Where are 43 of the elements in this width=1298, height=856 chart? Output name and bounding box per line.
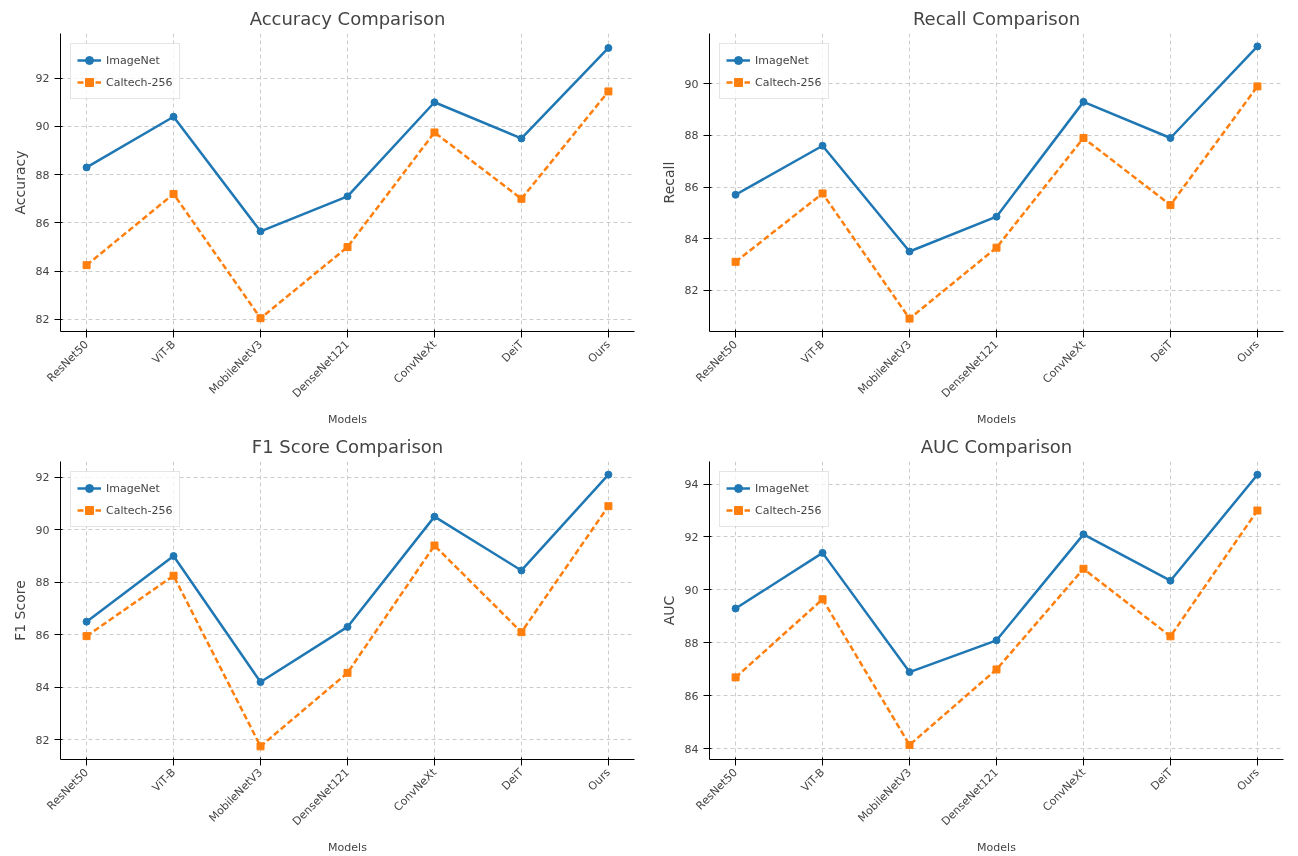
y-tick-label: 88: [684, 129, 699, 143]
y-tick-label: 84: [35, 681, 50, 695]
y-tick-label: 94: [684, 478, 699, 492]
legend-label: Caltech-256: [755, 503, 822, 517]
x-axis-title: Models: [977, 840, 1017, 854]
legend-label: Caltech-256: [755, 75, 822, 89]
y-axis-title: Recall: [660, 161, 677, 204]
legend-label: ImageNet: [106, 53, 160, 67]
legend-label: ImageNet: [755, 53, 809, 67]
legend-label: ImageNet: [755, 481, 809, 495]
chart-title: Accuracy Comparison: [249, 7, 446, 29]
x-axis-title: Models: [328, 840, 368, 854]
y-tick-label: 84: [35, 265, 50, 279]
chart-title: F1 Score Comparison: [251, 435, 444, 457]
x-axis-title: Models: [328, 412, 368, 426]
y-tick-label: 90: [684, 77, 699, 91]
y-tick-label: 82: [35, 313, 50, 327]
legend-label: Caltech-256: [106, 503, 173, 517]
y-tick-label: 90: [684, 583, 699, 597]
x-axis-title: Models: [977, 412, 1017, 426]
y-tick-label: 82: [684, 284, 699, 298]
y-tick-label: 86: [684, 181, 699, 195]
y-tick-label: 92: [35, 471, 50, 485]
y-tick-label: 86: [684, 689, 699, 703]
y-axis-title: F1 Score: [11, 580, 28, 641]
y-tick-label: 88: [35, 576, 50, 590]
y-tick-label: 84: [684, 742, 699, 756]
y-tick-label: 88: [684, 636, 699, 650]
y-tick-label: 84: [684, 232, 699, 246]
chart-title: Recall Comparison: [912, 7, 1081, 29]
y-axis-title: Accuracy: [11, 150, 28, 215]
chart-title: AUC Comparison: [920, 435, 1073, 457]
y-tick-label: 90: [35, 120, 50, 134]
y-tick-label: 86: [35, 628, 50, 642]
legend-label: ImageNet: [106, 481, 160, 495]
y-tick-label: 88: [35, 168, 50, 182]
y-tick-label: 92: [684, 530, 699, 544]
y-axis-title: AUC: [660, 595, 677, 626]
y-tick-label: 82: [35, 733, 50, 747]
legend-label: Caltech-256: [106, 75, 173, 89]
y-tick-label: 92: [35, 72, 50, 86]
y-tick-label: 86: [35, 216, 50, 230]
y-tick-label: 90: [35, 523, 50, 537]
